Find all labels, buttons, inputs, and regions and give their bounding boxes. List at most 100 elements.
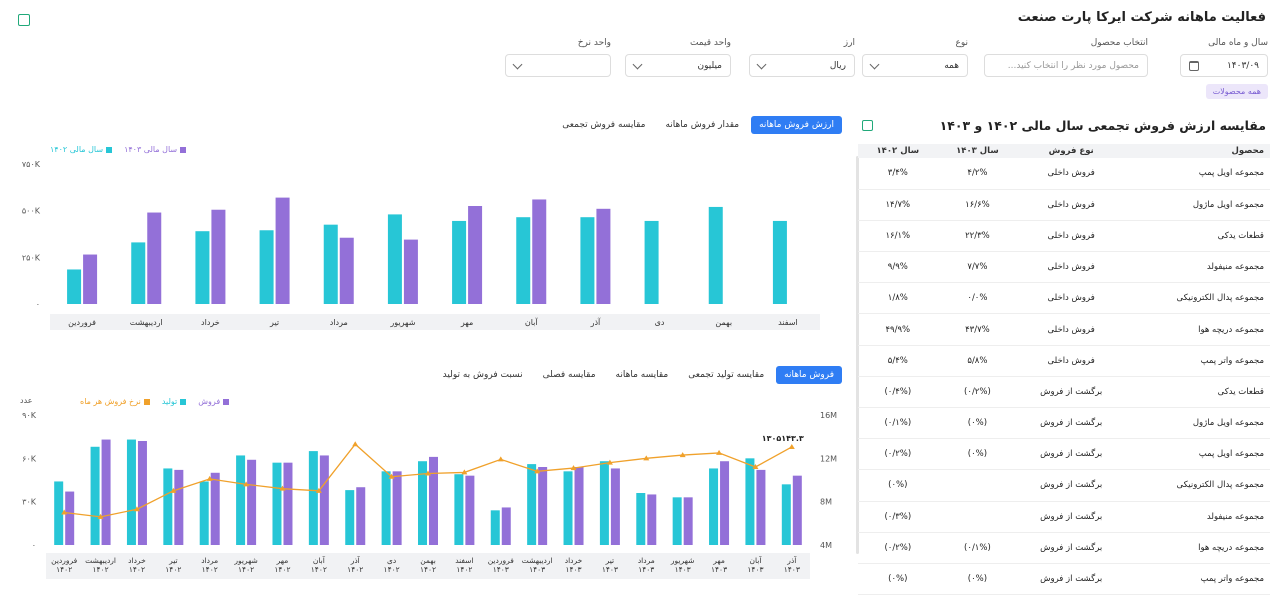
cell-product: قطعات یدکی xyxy=(1125,220,1270,253)
bar-1402 xyxy=(772,220,787,304)
bar-1402 xyxy=(195,231,210,304)
cell-1402: ۱/۸% xyxy=(858,282,938,315)
table-row[interactable]: مجموعه واتر پمپ برگشت از فروش (۰%) (۰%) xyxy=(858,563,1270,596)
x-tick-label: آذر xyxy=(590,317,601,327)
cell-1402: (۰%) xyxy=(858,469,938,502)
col-1402[interactable]: سال ۱۴۰۲ xyxy=(858,144,938,158)
cell-sale-type: فروش داخلی xyxy=(1017,345,1126,377)
bar-sales xyxy=(247,459,257,545)
cell-1402: (۰/۳%) xyxy=(858,501,938,533)
bar-sales xyxy=(756,469,766,545)
bar-sales xyxy=(501,507,511,545)
table-row[interactable]: مجموعه اویل پمپ برگشت از فروش (۰%) (۰/۲%) xyxy=(858,438,1270,471)
y-tick-label-right: 12M xyxy=(820,454,837,463)
legend-item-1403: سال مالی ۱۴۰۳ xyxy=(124,145,187,154)
cell-sale-type: برگشت از فروش xyxy=(1017,532,1126,564)
bar-production xyxy=(709,468,719,545)
cell-product: مجموعه اویل پمپ xyxy=(1125,438,1270,471)
currency-select[interactable]: ریال xyxy=(749,54,855,77)
bar-production xyxy=(272,462,282,545)
rate-annotation: ۱۳۰۵۱۴۳.۳ xyxy=(762,434,804,443)
rate-marker xyxy=(388,473,395,479)
table-row[interactable]: مجموعه دریچه هوا فروش داخلی ۴۳/۷% ۴۹/۹% xyxy=(858,313,1270,346)
table-row[interactable]: قطعات یدکی برگشت از فروش (۰/۲%) (۰/۴%) xyxy=(858,376,1270,409)
export-excel-icon[interactable] xyxy=(862,120,873,131)
legend-item-production: تولید xyxy=(162,397,187,406)
rate-marker xyxy=(570,465,577,471)
table-row[interactable]: قطعات یدکی فروش داخلی ۲۲/۳% ۱۶/۱% xyxy=(858,220,1270,253)
table-row[interactable]: مجموعه منیفولد برگشت از فروش (۰/۳%) xyxy=(858,501,1270,533)
orange-swatch-icon xyxy=(143,398,150,405)
rate-marker xyxy=(497,456,504,462)
table-scrollbar[interactable] xyxy=(856,156,859,554)
cell-1403: (۰/۲%) xyxy=(937,376,1018,409)
x-tick-label: مرداد ۱۴۰۳ xyxy=(638,556,655,574)
tab-monthly-sales[interactable]: فروش ماهانه xyxy=(776,366,842,384)
rate-marker xyxy=(61,509,68,515)
table-row[interactable]: مجموعه اویل پمپ فروش داخلی ۴/۲% ۳/۴% xyxy=(858,158,1270,190)
rate-marker xyxy=(679,452,686,458)
type-select[interactable]: همه xyxy=(862,54,968,77)
x-tick-label: بهمن xyxy=(715,318,732,327)
col-product[interactable]: محصول xyxy=(1125,144,1270,158)
table-row[interactable]: مجموعه دریچه هوا برگشت از فروش (۰/۱%) (۰/۲%… xyxy=(858,532,1270,564)
cell-1403: (۰/۱%) xyxy=(937,532,1018,564)
calendar-icon xyxy=(1189,60,1199,71)
bar-1403 xyxy=(403,239,418,304)
bar-1403 xyxy=(339,237,354,304)
bar-production xyxy=(126,439,136,545)
purple-swatch-icon xyxy=(180,146,187,153)
col-1403[interactable]: سال ۱۴۰۳ xyxy=(937,144,1018,158)
cell-1403: ۲۲/۳% xyxy=(937,220,1018,253)
x-tick-label: اسفند xyxy=(778,318,798,327)
cell-1402: ۱۶/۱% xyxy=(858,220,938,253)
price-unit-select[interactable]: میلیون xyxy=(625,54,731,77)
legend-item-rate: نرخ فروش هر ماه xyxy=(80,397,150,406)
legend-item-sales: فروش xyxy=(198,397,230,406)
period-select[interactable]: ۱۴۰۳/۰۹ xyxy=(1180,54,1268,77)
x-tick-label: آبان xyxy=(525,317,539,327)
table-row[interactable]: مجموعه پدال الکترونیکی فروش داخلی ۰/۰% ۱/۸% xyxy=(858,282,1270,315)
tab-cumulative-sales[interactable]: مقایسه فروش تجمعی xyxy=(562,120,646,130)
left-axis-title: عدد xyxy=(20,396,33,405)
x-tick-label: شهریور xyxy=(389,318,415,327)
table-row[interactable]: مجموعه اویل ماژول فروش داخلی ۱۶/۶% ۱۴/۷% xyxy=(858,189,1270,221)
y-tick-label-right: 16M xyxy=(820,411,837,420)
bar-1402 xyxy=(708,206,723,304)
tab-monthly-comparison[interactable]: مقایسه ماهانه xyxy=(615,370,669,380)
cell-1402: (۰%) xyxy=(858,563,938,596)
bar-sales xyxy=(174,469,184,545)
bar-production xyxy=(599,461,609,545)
tab-seasonal-comparison[interactable]: مقایسه فصلی xyxy=(542,370,596,380)
rate-marker xyxy=(315,487,322,493)
bar-1403 xyxy=(468,206,483,304)
table-row[interactable]: مجموعه پدال الکترونیکی برگشت از فروش (۰%) xyxy=(858,469,1270,502)
product-select[interactable]: محصول مورد نظر را انتخاب کنید... xyxy=(984,54,1148,77)
x-tick-label: آبان ۱۴۰۲ xyxy=(311,555,327,574)
x-axis-band xyxy=(46,553,810,579)
y-tick-label-left: ۰ xyxy=(32,541,36,550)
bottom-chart-tabs: فروش ماهانه مقایسه تولید تجمعی مقایسه ما… xyxy=(435,366,842,384)
cell-1402: ۴۹/۹% xyxy=(858,313,938,346)
tab-sales-production-ratio[interactable]: نسبت فروش به تولید xyxy=(442,370,523,380)
x-tick-label: فروردین xyxy=(68,318,96,327)
col-sale-type[interactable]: نوع فروش xyxy=(1017,144,1126,158)
type-filter: نوع همه xyxy=(862,38,968,77)
price-unit-filter: واحد قیمت میلیون xyxy=(625,38,731,77)
rate-marker xyxy=(352,441,359,447)
tab-monthly-sales-quantity[interactable]: مقدار فروش ماهانه xyxy=(665,120,740,130)
export-excel-icon[interactable] xyxy=(18,14,30,26)
all-products-chip[interactable]: همه محصولات xyxy=(1205,84,1268,99)
bar-production xyxy=(636,493,646,545)
rate-marker xyxy=(643,455,650,461)
cell-sale-type: فروش داخلی xyxy=(1017,313,1126,346)
table-row[interactable]: مجموعه اویل ماژول برگشت از فروش (۰%) (۰/۱%) xyxy=(858,407,1270,440)
y-tick-label-left: ۶۰K xyxy=(22,454,37,463)
rate-unit-select[interactable] xyxy=(505,54,611,77)
table-row[interactable]: مجموعه منیفولد فروش داخلی ۷/۷% ۹/۹% xyxy=(858,251,1270,284)
tab-monthly-sales-value[interactable]: ارزش فروش ماهانه xyxy=(751,116,842,134)
rate-marker xyxy=(606,459,613,465)
bar-1402 xyxy=(452,220,467,304)
table-row[interactable]: مجموعه واتر پمپ فروش داخلی ۵/۸% ۵/۴% xyxy=(858,345,1270,377)
tab-cumulative-production[interactable]: مقایسه تولید تجمعی xyxy=(688,370,765,380)
